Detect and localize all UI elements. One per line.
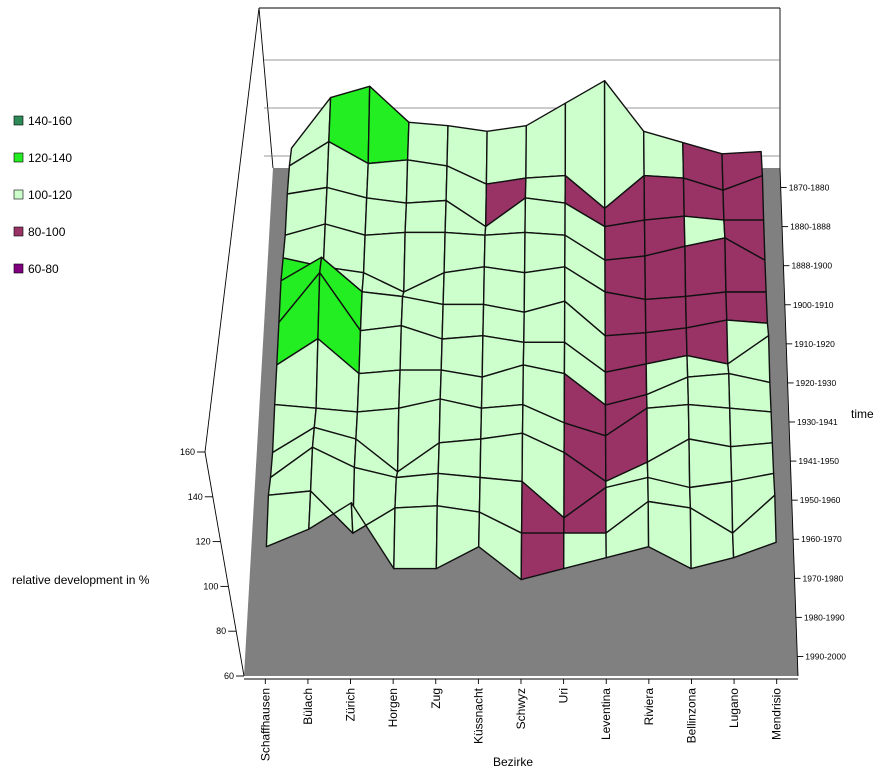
period-label: 1970-1980 [803, 573, 844, 583]
period-label: 1900-1910 [793, 300, 834, 310]
district-label: Leventina [599, 688, 613, 740]
z-tick-label: 160 [180, 447, 195, 457]
surface-cell [725, 291, 769, 324]
legend-swatch-2 [13, 189, 24, 200]
z-tick-label: 120 [196, 537, 211, 547]
period-label: 1880-1888 [790, 222, 831, 232]
district-label: Bellinzona [684, 688, 698, 744]
surface-cell [441, 303, 485, 340]
surface-cell [442, 266, 485, 306]
period-label: 1950-1960 [800, 495, 841, 505]
surface-cell [404, 199, 447, 234]
surface-cell [358, 325, 402, 375]
period-label: 1990-2000 [805, 651, 846, 661]
z-tick-label: 140 [188, 492, 203, 502]
district-label: Schaffhausen [258, 688, 272, 761]
surface-cell [364, 197, 408, 236]
surface-cell [485, 124, 527, 185]
surface-cell [644, 245, 687, 301]
legend-swatch-4 [13, 263, 24, 274]
surface-cell [366, 159, 409, 204]
period-label: 1941-1950 [798, 456, 839, 466]
surface-cell [525, 102, 567, 179]
y-axis-title: time [851, 407, 874, 421]
district-label: Mendrisio [770, 688, 784, 740]
legend-swatch-1 [13, 152, 24, 163]
surface-cell [405, 159, 448, 204]
legend-label-1: 120-140 [28, 151, 72, 165]
surface-cell [643, 174, 685, 221]
z-tick-label: 60 [224, 671, 234, 681]
surface-cell [604, 291, 647, 337]
district-label: Zug [429, 688, 443, 709]
surface-cell [406, 121, 449, 167]
surface-cell [356, 369, 401, 413]
period-label: 1888-1900 [791, 261, 832, 271]
surface-cell [643, 130, 685, 179]
district-label: Uri [557, 688, 571, 703]
surface-cell [684, 237, 727, 298]
surface-cell [479, 432, 524, 483]
surface-cell [367, 85, 410, 165]
district-label: Küssnacht [471, 687, 485, 744]
legend-label-3: 80-100 [28, 225, 66, 239]
legend-label-4: 60-80 [28, 262, 59, 276]
legend-swatch-3 [13, 226, 24, 237]
surface-cell [393, 505, 438, 570]
z-tick-label: 80 [216, 626, 226, 636]
x-axis-title: Bezirke [493, 755, 533, 769]
period-label: 1960-1970 [801, 534, 842, 544]
legend-swatch-0 [13, 115, 24, 126]
surface-cell [524, 197, 566, 236]
district-label: Riviera [642, 688, 656, 726]
district-label: Horgen [386, 688, 400, 727]
period-label: 1910-1920 [794, 339, 835, 349]
surface-mesh [265, 79, 777, 581]
z-axis-title: relative development in % [12, 573, 150, 587]
surface-cell [604, 219, 646, 261]
period-label: 1930-1941 [797, 417, 838, 427]
period-label: 1870-1880 [789, 183, 830, 193]
legend-label-0: 140-160 [28, 114, 72, 128]
axis-ticks: 60 80 100 120 140 160 Schaffhausen Bülach Zürich… [180, 167, 846, 761]
period-label: 1980-1990 [804, 612, 845, 622]
surface-cell [523, 231, 566, 274]
district-label: Zürich [344, 688, 358, 721]
legend-label-2: 100-120 [28, 188, 72, 202]
surface-cell [394, 472, 439, 509]
surface-cell [644, 295, 687, 334]
surface-cell [443, 231, 486, 274]
district-label: Bülach [301, 688, 315, 725]
period-label: 1920-1930 [796, 378, 837, 388]
surface-cell [688, 438, 733, 489]
surface-cell [731, 494, 777, 559]
district-label: Lugano [727, 688, 741, 728]
surface-cell [729, 407, 773, 448]
surface-cell [359, 291, 404, 332]
surface-cell [483, 231, 526, 274]
surface-cell [437, 438, 482, 479]
surface-cell [687, 372, 731, 409]
z-tick-label: 100 [203, 581, 218, 591]
district-label: Schwyz [514, 688, 528, 729]
legend: 140-160 120-140 100-120 80-100 60-80 [13, 114, 72, 276]
